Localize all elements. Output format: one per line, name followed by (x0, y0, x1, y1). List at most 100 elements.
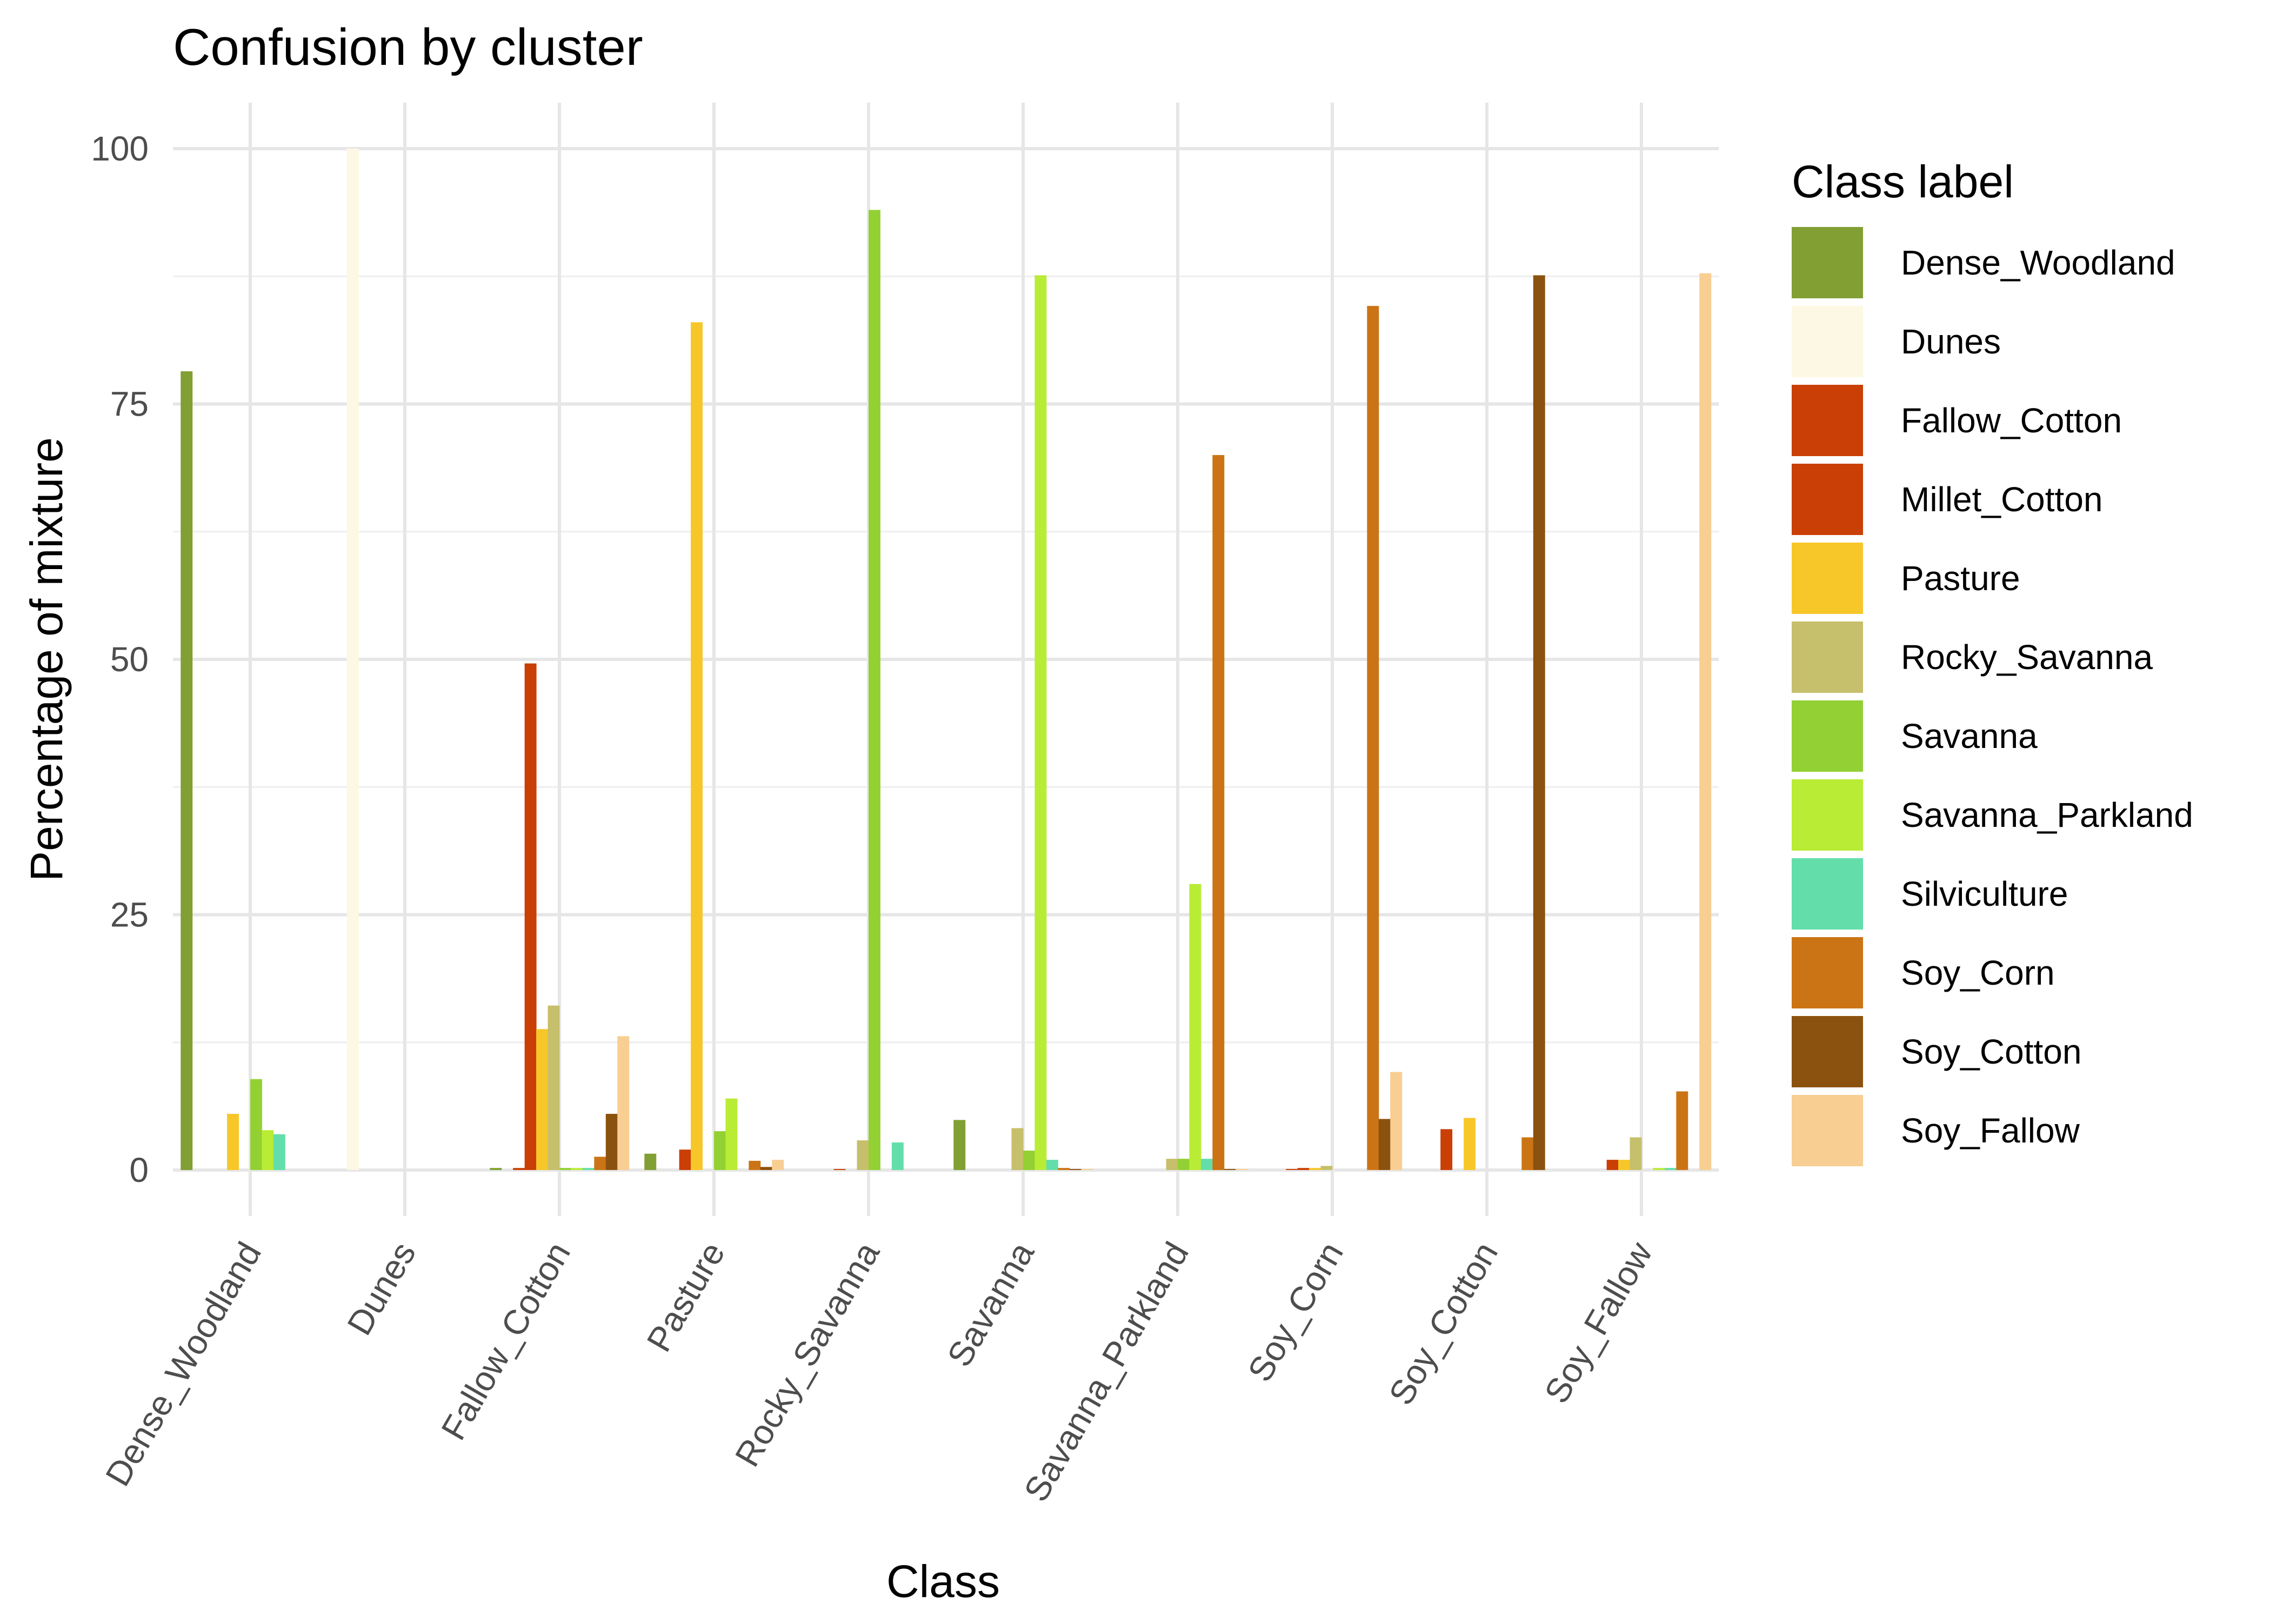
x-axis-title: Class (886, 1556, 1000, 1607)
y-tick-label: 25 (110, 895, 149, 934)
bar (605, 1114, 618, 1170)
bar (1166, 1159, 1178, 1170)
bar (181, 371, 193, 1170)
bar (1309, 1168, 1321, 1170)
y-axis-ticks: 0 25 50 75 100 (91, 129, 149, 1189)
x-tick-label: Fallow_Cotton (433, 1235, 578, 1446)
bar (1699, 273, 1712, 1170)
legend-key (1792, 306, 1863, 377)
legend-key (1792, 937, 1863, 1008)
bar (262, 1130, 274, 1170)
bar (1058, 1168, 1070, 1170)
bar (857, 1140, 869, 1170)
bar (1046, 1160, 1058, 1170)
y-tick-label: 75 (110, 385, 149, 424)
legend-label: Fallow_Cotton (1901, 401, 2122, 440)
legend-label: Dunes (1901, 322, 2001, 361)
bar (617, 1036, 630, 1170)
bar (250, 1079, 262, 1170)
bar (513, 1168, 525, 1170)
bar (490, 1168, 502, 1170)
x-axis-ticks: Dense_Woodland Dunes Fallow_Cotton PastureR… (98, 1235, 1660, 1508)
bar (536, 1029, 549, 1170)
chart-title: Confusion by cluster (173, 18, 643, 76)
legend-label: Soy_Fallow (1901, 1111, 2080, 1150)
bar (594, 1157, 606, 1170)
bar (273, 1134, 285, 1170)
x-tick-label: Soy_Corn (1240, 1235, 1351, 1388)
bar (1189, 884, 1201, 1170)
legend-label: Soy_Cotton (1901, 1032, 2081, 1071)
legend-key (1792, 858, 1863, 930)
bar (1081, 1169, 1093, 1170)
legend-key (1792, 621, 1863, 693)
y-tick-label: 50 (110, 640, 149, 679)
legend-key (1792, 1016, 1863, 1087)
x-tick-label: Savanna_Parkland (1016, 1235, 1196, 1508)
grid (173, 103, 1719, 1216)
bar (1440, 1129, 1453, 1170)
bar (548, 1005, 560, 1170)
x-tick-label: Savanna (939, 1235, 1041, 1373)
bar (1212, 455, 1225, 1170)
bar (1297, 1168, 1310, 1170)
bar (559, 1168, 571, 1170)
bar (1606, 1160, 1619, 1170)
bar (1178, 1159, 1190, 1170)
bar (1676, 1091, 1688, 1170)
legend-label: Pasture (1901, 559, 2020, 598)
bar (1069, 1169, 1081, 1170)
y-tick-label: 100 (91, 129, 149, 168)
legend-label: Millet_Cotton (1901, 480, 2103, 519)
bar (1023, 1151, 1035, 1170)
x-tick-label: Dunes (339, 1235, 423, 1341)
x-tick-label: Soy_Cotton (1381, 1235, 1506, 1412)
legend-label: Savanna (1901, 717, 2038, 756)
y-tick-label: 0 (129, 1151, 149, 1189)
bar (1630, 1137, 1642, 1170)
bar (582, 1168, 595, 1170)
bar (1200, 1159, 1213, 1170)
bar (749, 1160, 761, 1170)
legend-key (1792, 385, 1863, 456)
legend-key (1792, 779, 1863, 851)
legend-key (1792, 227, 1863, 298)
bar (869, 210, 880, 1170)
bar (772, 1160, 784, 1170)
bar (1521, 1137, 1534, 1170)
bar (644, 1153, 657, 1170)
bar (1533, 275, 1545, 1170)
bar (1034, 275, 1047, 1170)
bar (833, 1169, 846, 1170)
bar (714, 1131, 726, 1170)
bars (181, 149, 1712, 1170)
legend-label: Rocky_Savanna (1901, 638, 2153, 677)
bar (891, 1142, 904, 1170)
bar (679, 1150, 691, 1170)
bar (1464, 1118, 1476, 1170)
bar (524, 663, 537, 1170)
x-tick-label: Rocky_Savanna (727, 1235, 887, 1473)
bar (1236, 1169, 1248, 1170)
x-tick-label: Soy_Fallow (1537, 1235, 1660, 1409)
legend-title: Class label (1792, 156, 2014, 207)
bar (1286, 1169, 1298, 1170)
legend-key (1792, 700, 1863, 772)
x-tick-label: Dense_Woodland (98, 1235, 269, 1493)
bar (1224, 1169, 1236, 1170)
bar (1367, 306, 1379, 1170)
bar (725, 1098, 738, 1170)
y-axis-title: Percentage of mixture (21, 437, 72, 881)
bar (1653, 1168, 1665, 1170)
bar (227, 1114, 239, 1170)
bar (1618, 1160, 1631, 1170)
bar (1378, 1119, 1391, 1170)
x-tick-label: Pasture (639, 1235, 732, 1358)
legend-key (1792, 1095, 1863, 1166)
legend: Class label Dense_Woodland Dunes Fallow_Co… (1792, 156, 2193, 1166)
bar (1664, 1168, 1677, 1170)
legend-label: Soy_Corn (1901, 953, 2055, 992)
legend-label: Savanna_Parkland (1901, 796, 2193, 834)
